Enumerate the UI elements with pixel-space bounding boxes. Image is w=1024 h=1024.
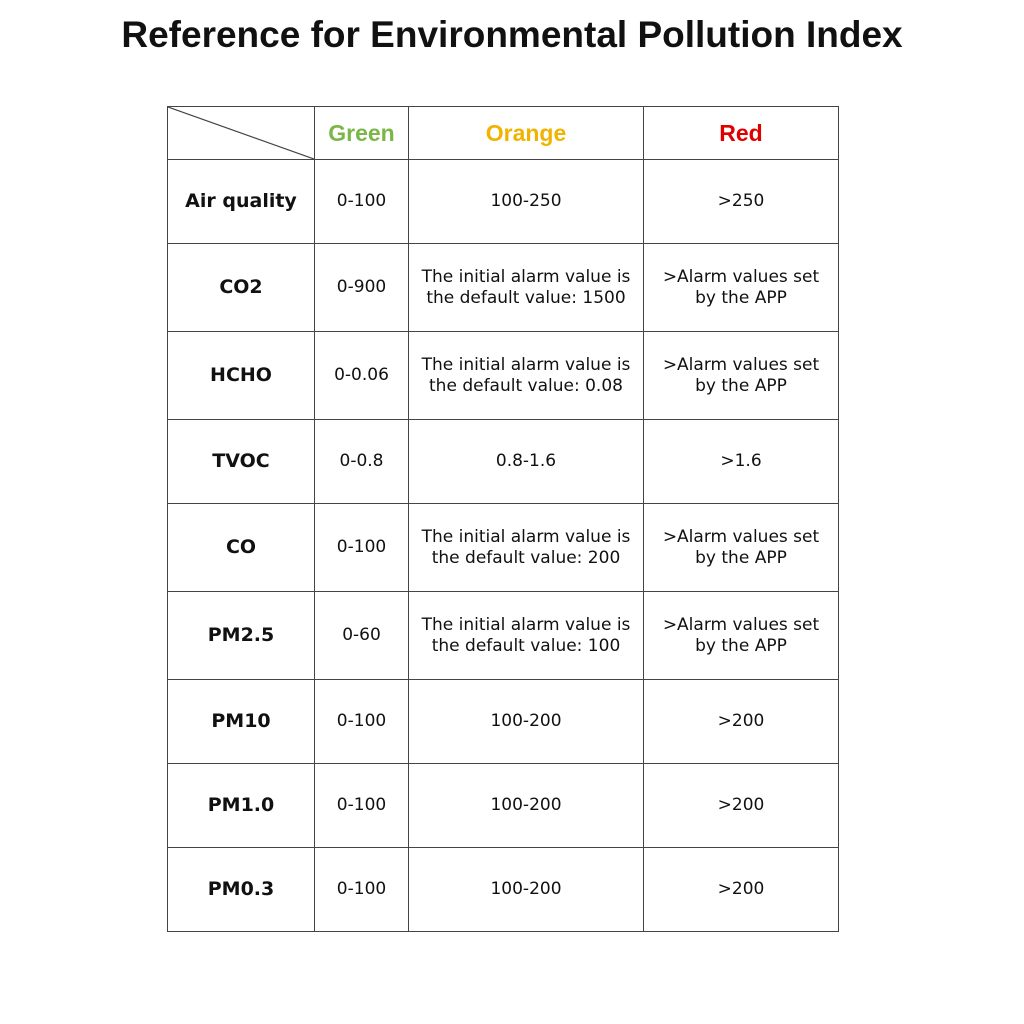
table-cell: >200	[643, 847, 839, 932]
column-header: Red	[643, 106, 839, 160]
table-cell: 0-100	[314, 847, 409, 932]
table-row: TVOC 0-0.8 0.8-1.6 >1.6	[167, 419, 839, 504]
corner-cell	[167, 106, 315, 160]
row-label: PM10	[167, 679, 315, 764]
table-cell: The initial alarm value is the default v…	[408, 503, 644, 592]
table-body: Green Orange Red Air quality 0-100 100-250 >2…	[167, 106, 839, 932]
table-cell: 100-200	[408, 763, 644, 848]
table-cell: >Alarm values set by the APP	[643, 503, 839, 592]
table-cell: 0.8-1.6	[408, 419, 644, 504]
table-cell: The initial alarm value is the default v…	[408, 331, 644, 420]
table-cell: The initial alarm value is the default v…	[408, 591, 644, 680]
table-row: PM2.5 0-60 The initial alarm value is the …	[167, 591, 839, 680]
column-header: Orange	[408, 106, 644, 160]
row-label: PM2.5	[167, 591, 315, 680]
table-cell: >200	[643, 679, 839, 764]
row-label: CO2	[167, 243, 315, 332]
table-cell: >Alarm values set by the APP	[643, 243, 839, 332]
table-row: HCHO 0-0.06 The initial alarm value is the…	[167, 331, 839, 420]
table-cell: >1.6	[643, 419, 839, 504]
table-row: PM0.3 0-100 100-200 >200	[167, 847, 839, 932]
table-cell: >250	[643, 159, 839, 244]
table-row: PM10 0-100 100-200 >200	[167, 679, 839, 764]
table-cell: 0-0.8	[314, 419, 409, 504]
row-label: TVOC	[167, 419, 315, 504]
table-cell: 0-0.06	[314, 331, 409, 420]
table-cell: 100-250	[408, 159, 644, 244]
row-label: CO	[167, 503, 315, 592]
pollution-table: Green Orange Red Air quality 0-100 100-250 >2…	[167, 106, 839, 932]
table-cell: The initial alarm value is the default v…	[408, 243, 644, 332]
table-cell: >Alarm values set by the APP	[643, 331, 839, 420]
row-label: PM0.3	[167, 847, 315, 932]
table-cell: >200	[643, 763, 839, 848]
table-row: CO2 0-900 The initial alarm value is the d…	[167, 243, 839, 332]
table-cell: 100-200	[408, 679, 644, 764]
table-cell: 100-200	[408, 847, 644, 932]
row-label: PM1.0	[167, 763, 315, 848]
table-cell: 0-60	[314, 591, 409, 680]
header-row: Green Orange Red	[167, 106, 839, 160]
row-label: HCHO	[167, 331, 315, 420]
table-cell: 0-100	[314, 763, 409, 848]
title: Reference for Environmental Pollution In…	[121, 14, 903, 55]
column-header: Green	[314, 106, 409, 160]
table-row: CO 0-100 The initial alarm value is the de…	[167, 503, 839, 592]
table-cell: 0-100	[314, 159, 409, 244]
table-row: PM1.0 0-100 100-200 >200	[167, 763, 839, 848]
table-cell: 0-100	[314, 679, 409, 764]
diagonal	[168, 107, 314, 159]
table-cell: 0-900	[314, 243, 409, 332]
table-cell: 0-100	[314, 503, 409, 592]
table-cell: >Alarm values set by the APP	[643, 591, 839, 680]
table-row: Air quality 0-100 100-250 >250	[167, 159, 839, 244]
row-label: Air quality	[167, 159, 315, 244]
